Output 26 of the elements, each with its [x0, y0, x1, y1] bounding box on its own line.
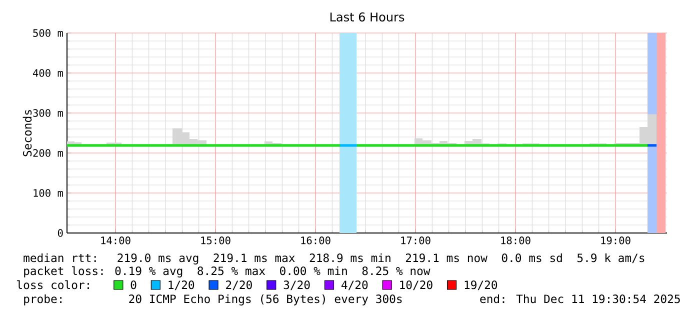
- y-axis-title: Seconds: [22, 110, 32, 156]
- legend-title: loss color:: [17, 280, 89, 290]
- x-tick-label: 14:00: [101, 236, 130, 244]
- text: packet loss: 0.19 % avg 8.25 % max 0.00 % min 8.25 % now: [24, 266, 430, 278]
- y-tick-label: 100 m: [34, 189, 63, 197]
- chart-title: Last 6 Hours: [330, 12, 404, 22]
- y-tick-label: 400 m: [32, 69, 63, 77]
- x-tick-label: 16:00: [301, 236, 330, 244]
- text: probe: 20 ICMP Echo Pings (56 Bytes) every 300s: [24, 294, 402, 306]
- text: end: Thu Dec 11 19:30:54 2025: [480, 294, 680, 304]
- x-tick-label: 17:00: [401, 236, 430, 244]
- legend-label: 0: [130, 280, 136, 290]
- legend-label: 4/20: [341, 280, 368, 290]
- legend-label: 19/20: [464, 280, 498, 290]
- y-tick-label: 200 m: [33, 149, 63, 157]
- legend-label: 2/20: [226, 280, 252, 290]
- text: median rtt: 219.0 ms avg 219.1 ms max 218.9 ms min 219.1 ms now 0.0 ms sd 5.9 k am/s: [24, 253, 644, 264]
- legend-label: 1/20: [168, 280, 194, 290]
- x-tick-label: 19:00: [601, 236, 630, 244]
- y-tick-label: 500 m: [33, 29, 63, 37]
- legend-label: 10/20: [400, 280, 432, 290]
- x-tick-label: 18:00: [501, 236, 530, 244]
- legend-label: 3/20: [284, 280, 310, 290]
- y-tick-label: 300 m: [33, 109, 63, 117]
- y-tick-label: 0: [58, 229, 63, 237]
- x-tick-label: 15:00: [201, 236, 230, 244]
